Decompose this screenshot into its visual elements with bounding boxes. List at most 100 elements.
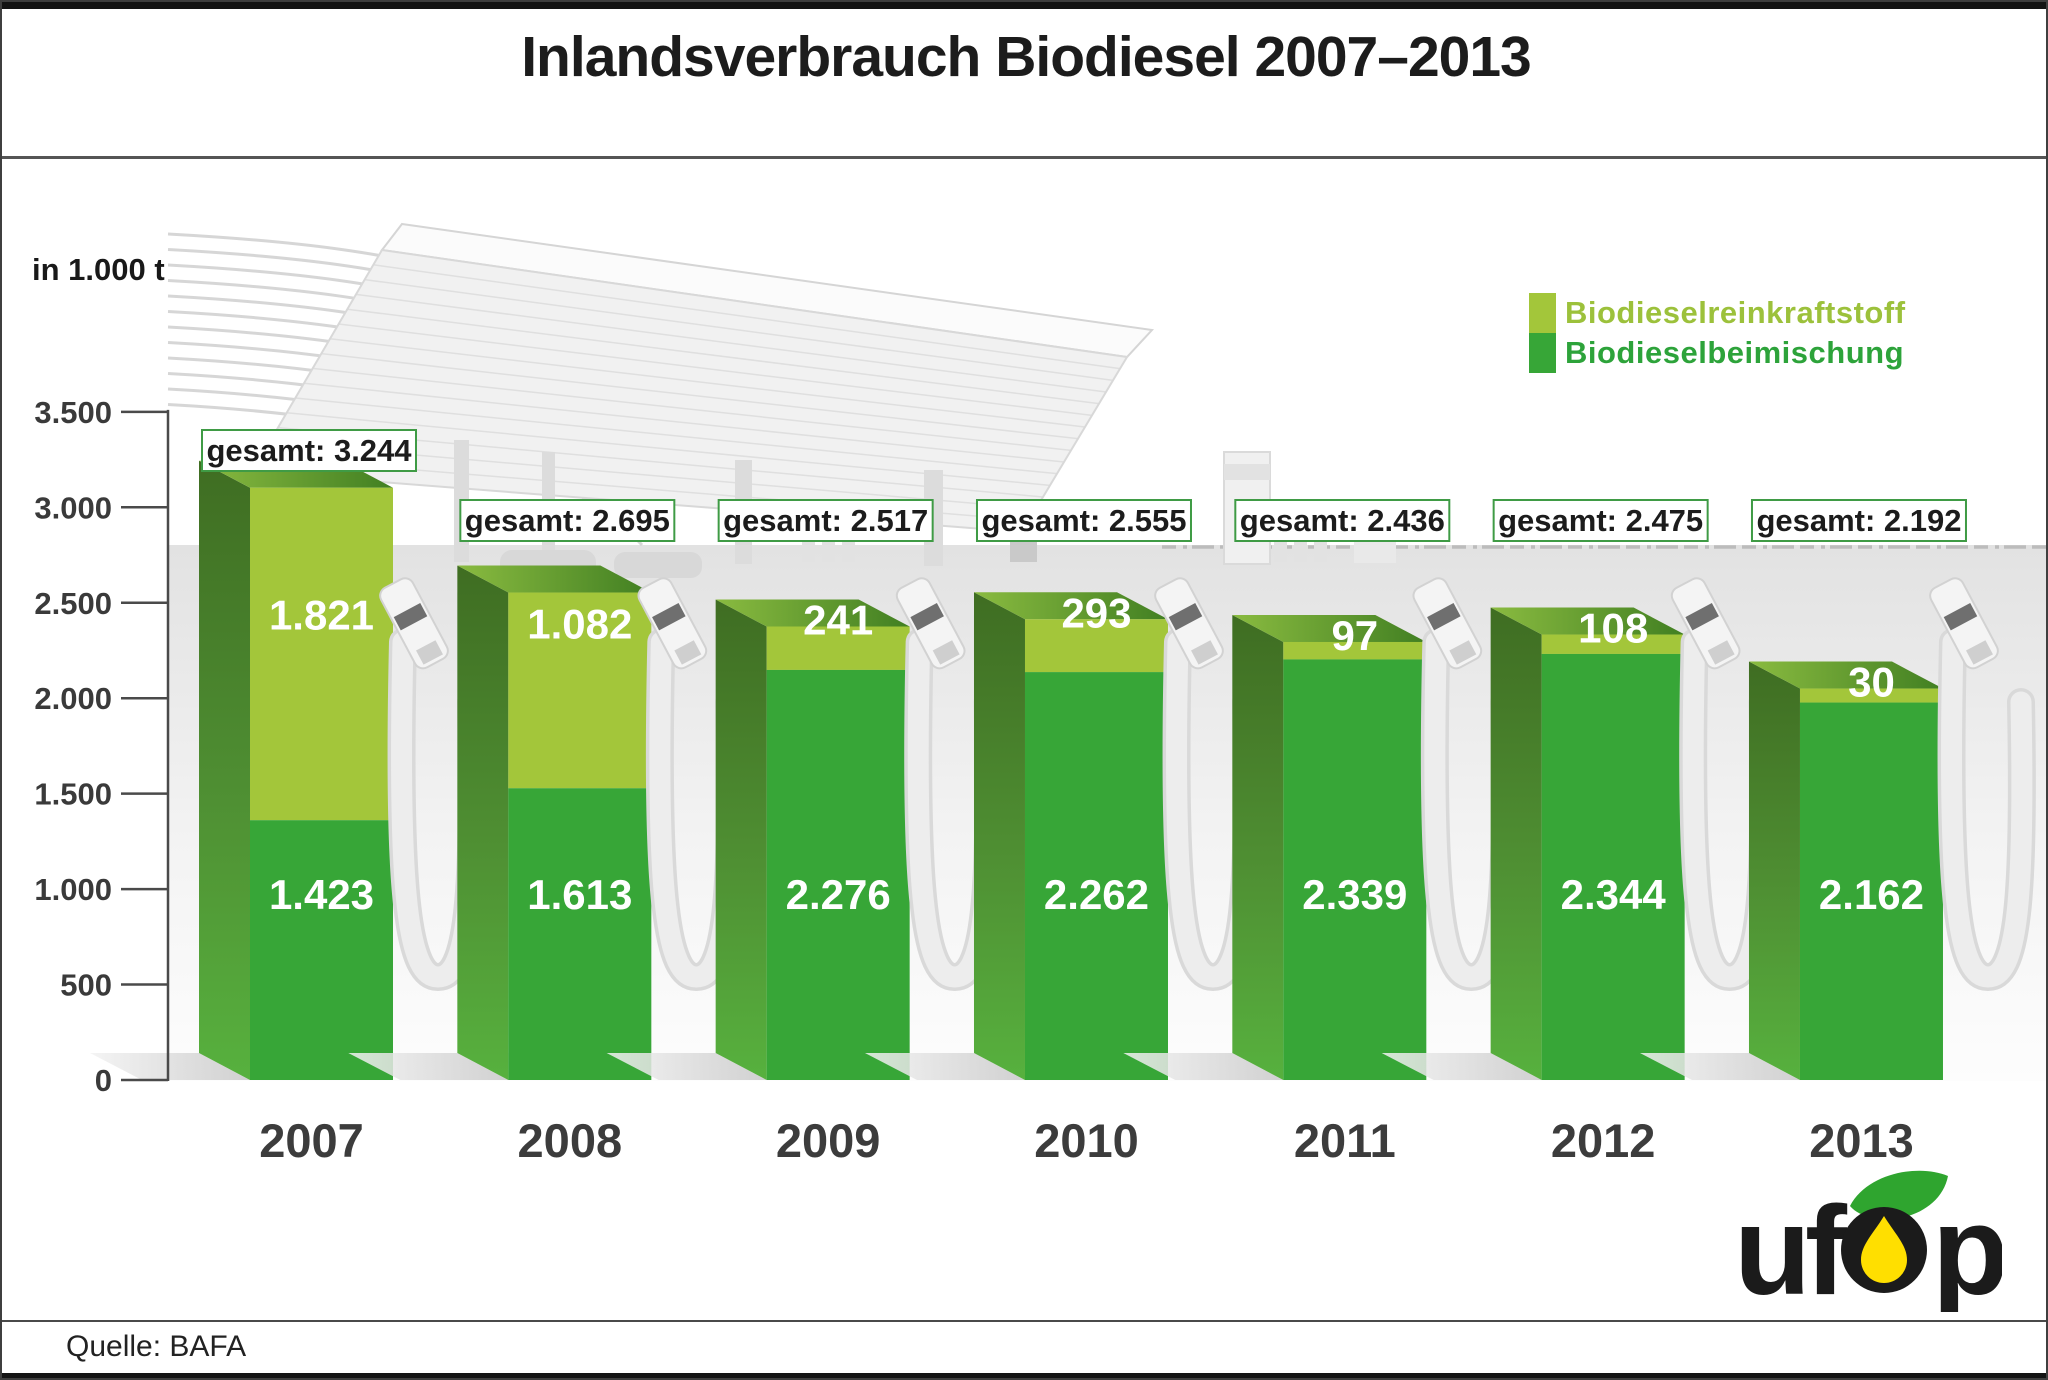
bar-value-beimischung: 2.344	[1561, 871, 1667, 918]
fuel-nozzle-icon	[1670, 577, 1741, 670]
bar-top-face	[1748, 661, 1943, 689]
total-badge-text: gesamt: 2.436	[1240, 503, 1445, 538]
total-badge-text: gesamt: 2.555	[981, 503, 1186, 538]
y-axis-tick-label: 3.500	[34, 395, 112, 430]
total-badge-2009: gesamt: 2.517	[717, 499, 934, 542]
fuel-nozzle-icon	[1154, 577, 1224, 670]
y-axis-tick-label: 500	[60, 968, 112, 1003]
bar-segment-reinkraftstoff	[1283, 641, 1427, 660]
bar-shadow	[1639, 1053, 1800, 1080]
bottom-black-strip	[2, 1373, 2046, 1378]
total-badge-box	[1750, 499, 1967, 542]
bar-value-beimischung: 2.339	[1302, 871, 1407, 918]
bar-value-reinkraftstoff: 1.821	[269, 592, 374, 639]
fuel-hose-icon	[1937, 628, 2036, 992]
year-label: 2007	[259, 1114, 364, 1167]
fuel-nozzle-icon	[1412, 577, 1483, 670]
total-badge-box	[717, 499, 934, 542]
bar-segment-reinkraftstoff	[1799, 688, 1943, 703]
bar-segment-beimischung	[250, 820, 393, 1080]
bar-shadow	[606, 1053, 767, 1080]
bar-shadow	[348, 1053, 509, 1080]
axis-unit-label: in 1.000 t	[32, 252, 165, 287]
bar-segment-reinkraftstoff	[766, 626, 910, 670]
logo-leaf-icon	[1850, 1170, 1948, 1220]
bar-value-reinkraftstoff: 241	[803, 597, 873, 644]
total-badge-2012: gesamt: 2.475	[1492, 499, 1709, 542]
legend-item: Biodieselbeimischung	[1529, 333, 1906, 373]
bar-group-2008: 1.082 1.613 2008	[348, 565, 745, 1167]
bar-side-face	[1232, 614, 1284, 1080]
bar-segment-reinkraftstoff	[1541, 634, 1685, 654]
bar-value-beimischung: 2.276	[786, 871, 891, 918]
y-axis-tick-label: 3.000	[34, 490, 112, 525]
bar-value-beimischung: 1.613	[527, 871, 632, 918]
total-badge-2011: gesamt: 2.436	[1234, 499, 1451, 542]
total-badge-box	[975, 499, 1192, 542]
legend-item: Biodieselreinkraftstoff	[1529, 293, 1906, 333]
bar-value-reinkraftstoff: 1.082	[527, 601, 632, 648]
total-badge-box	[1234, 499, 1451, 542]
y-axis-tick-label: 2.000	[34, 681, 112, 716]
total-badge-text: gesamt: 2.695	[465, 503, 670, 538]
year-label: 2008	[518, 1114, 623, 1167]
bar-side-face	[199, 460, 250, 1080]
bar-value-beimischung: 2.262	[1044, 871, 1149, 918]
bar-segment-reinkraftstoff	[1024, 619, 1168, 673]
bar-value-reinkraftstoff: 30	[1848, 659, 1895, 706]
total-badge-text: gesamt: 3.244	[206, 433, 412, 468]
fuel-nozzle-icon	[637, 577, 708, 670]
bar-side-face	[457, 565, 509, 1080]
bar-shadow	[90, 1053, 250, 1080]
y-axis-tick-label: 0	[95, 1063, 112, 1098]
legend-swatch	[1529, 293, 1556, 333]
total-badge-2008: gesamt: 2.695	[459, 499, 676, 542]
bar-top-face	[973, 592, 1168, 620]
bar-shadow	[1381, 1053, 1542, 1080]
year-label: 2013	[1809, 1114, 1914, 1167]
total-badge-2013: gesamt: 2.192	[1750, 499, 1967, 542]
bar-value-reinkraftstoff: 108	[1578, 605, 1648, 652]
bar-side-face	[1490, 607, 1542, 1080]
bar-group-2013: 30 2.162 2013	[1639, 577, 2036, 1167]
total-badge-2010: gesamt: 2.555	[975, 499, 1192, 542]
bar-top-face	[715, 599, 910, 627]
y-axis: 3.500 3.000 2.500 2.000 1.500 1.000 500 0	[34, 395, 170, 1098]
legend-label: Biodieselreinkraftstoff	[1565, 295, 1906, 330]
bar-top-face	[1490, 607, 1685, 635]
total-badge-text: gesamt: 2.475	[1498, 503, 1703, 538]
bar-segment-beimischung	[1799, 702, 1943, 1080]
fuel-nozzle-icon	[895, 577, 966, 670]
footer-divider	[2, 1320, 2046, 1322]
ufop-logo: uf p	[1734, 1170, 2002, 1312]
legend-label: Biodieselbeimischung	[1565, 335, 1905, 370]
legend-swatch	[1529, 333, 1556, 373]
total-badges-layer: gesamt: 3.244 gesamt: 2.695 gesamt: 2.517 g…	[201, 429, 1967, 542]
bar-segment-reinkraftstoff	[250, 487, 393, 821]
bar-segment-reinkraftstoff	[508, 592, 652, 789]
svg-text:p: p	[1932, 1180, 2002, 1312]
bar-top-face	[1232, 614, 1427, 642]
y-axis-tick-label: 1.500	[34, 777, 112, 812]
fuel-nozzle-icon	[1929, 577, 1999, 670]
svg-text:uf: uf	[1734, 1180, 1848, 1312]
y-axis-tick-label: 1.000	[34, 872, 112, 907]
bar-value-reinkraftstoff: 97	[1331, 612, 1378, 659]
year-label: 2010	[1034, 1114, 1139, 1167]
bar-value-beimischung: 1.423	[269, 871, 374, 918]
bar-segment-beimischung	[1541, 653, 1685, 1080]
y-axis-tick-label: 2.500	[34, 586, 112, 621]
canopy-roof	[250, 222, 1155, 534]
bar-segment-beimischung	[766, 669, 910, 1080]
total-badge-box	[201, 429, 417, 472]
title-divider	[2, 156, 2046, 159]
bar-top-face	[457, 565, 652, 593]
bars-layer: 1.821 1.423 2007 1.082 1.613 2008 241 2.276 2009…	[90, 460, 2036, 1167]
logo-oil-drop-icon	[1861, 1216, 1907, 1283]
bar-value-beimischung: 2.162	[1819, 871, 1924, 918]
top-black-strip	[2, 2, 2046, 9]
total-badge-text: gesamt: 2.517	[723, 503, 928, 538]
bar-group-2007: 1.821 1.423 2007	[90, 460, 486, 1167]
